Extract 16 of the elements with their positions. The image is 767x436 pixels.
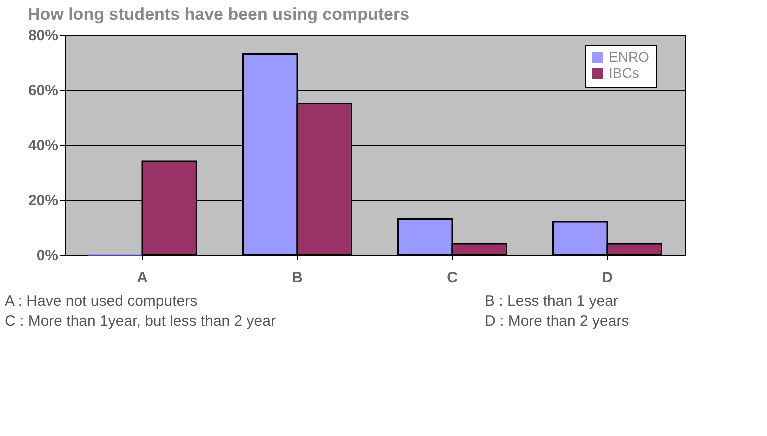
- text: A : Have not used computers: [5, 293, 198, 310]
- y-tick-label: 60%: [28, 82, 58, 100]
- y-tick-label: 80%: [28, 28, 58, 44]
- text: D : More than 2 years: [485, 313, 630, 330]
- x-tick-label: B: [292, 270, 304, 286]
- x-tick-label: C: [447, 270, 458, 286]
- x-tick-label: D: [602, 270, 614, 286]
- y-tick-label: 0%: [36, 248, 58, 264]
- y-tick-label: 20%: [28, 192, 58, 210]
- text: C : More than 1year, but less than 2 year: [5, 313, 276, 330]
- text: B : Less than 1 year: [485, 293, 618, 310]
- chart-title: How long students have been using computers: [28, 5, 410, 24]
- x-tick-label: A: [137, 270, 148, 286]
- legend-label: ENRO: [609, 49, 650, 65]
- y-tick-label: 40%: [28, 138, 58, 154]
- legend-label: IBCs: [609, 65, 640, 81]
